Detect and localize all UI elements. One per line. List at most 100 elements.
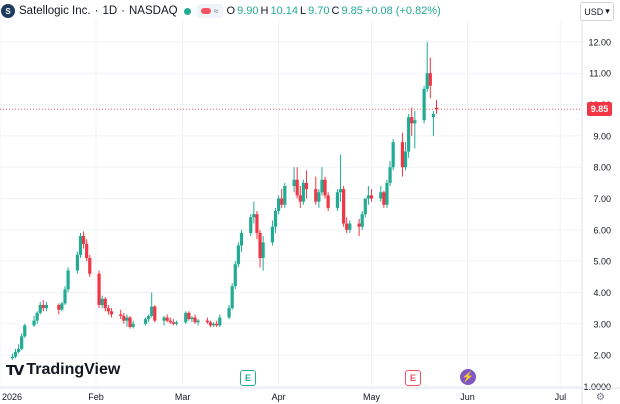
market-status-dot-icon <box>183 7 191 15</box>
candle-body <box>363 198 367 215</box>
x-tick-label: 2026 <box>2 392 22 402</box>
tradingview-mark-icon: 𝗧𝗩 <box>6 361 24 378</box>
candle-body <box>103 298 107 309</box>
candle-body <box>174 322 179 324</box>
candle-body <box>146 315 151 320</box>
candle-body <box>196 320 200 323</box>
candle-body <box>106 308 110 312</box>
candle-body <box>44 305 49 309</box>
x-tick-label: Feb <box>88 392 104 402</box>
y-tick-label: 11.00 <box>589 69 611 79</box>
y-tick-label: 1.0000 <box>583 382 611 392</box>
candle-body <box>16 348 21 352</box>
candle-body <box>270 226 275 243</box>
brand-name: TradingView <box>26 361 121 378</box>
gear-icon[interactable]: ⚙ <box>596 392 605 403</box>
candle-body <box>261 242 265 259</box>
candle-body <box>85 243 89 259</box>
candle-body <box>171 322 175 324</box>
candle-body <box>153 306 157 321</box>
candle-body <box>63 289 67 304</box>
candle-body <box>109 311 114 315</box>
candle-body <box>165 317 169 321</box>
candle-body <box>13 351 18 357</box>
y-tick-label: 8.00 <box>593 163 611 173</box>
candle-body <box>150 306 154 316</box>
indicator-pill-icon <box>200 8 211 14</box>
candle-body <box>283 185 287 205</box>
company-logo-icon: S <box>1 4 15 18</box>
candle-body <box>403 151 408 168</box>
y-tick-label: 9.00 <box>593 131 611 141</box>
x-tick-label: Apr <box>272 392 286 402</box>
x-tick-label: Mar <box>175 392 191 402</box>
y-tick-label: 3.00 <box>593 319 611 329</box>
candle-body <box>407 117 411 152</box>
y-tick-label: 7.00 <box>593 194 611 204</box>
candle-body <box>410 117 414 124</box>
candle-body <box>413 120 417 124</box>
candle-body <box>379 192 383 199</box>
candle-body <box>342 189 346 224</box>
candle-body <box>100 298 104 306</box>
candle-body <box>400 142 405 168</box>
dividend-icon[interactable]: ⚡ <box>460 369 476 385</box>
last-price-tag: 9.85 <box>587 102 612 117</box>
candle-body <box>277 198 281 212</box>
tradingview-logo[interactable]: 𝗧𝗩 TradingView <box>6 361 120 379</box>
candle-body <box>280 198 284 205</box>
candle-body <box>239 232 244 246</box>
candle-body <box>205 320 210 323</box>
change-value: +0.08 (+0.82%) <box>364 5 441 17</box>
y-tick-label: 4.00 <box>593 288 611 298</box>
high-key: H <box>260 5 269 17</box>
open-key: O <box>226 5 236 17</box>
candle-body <box>78 236 83 255</box>
symbol-name[interactable]: Satellogic Inc. <box>19 5 91 17</box>
candle-body <box>249 217 253 233</box>
candle-body <box>428 73 432 86</box>
candle-body <box>57 305 61 310</box>
x-tick-label: Jul <box>555 392 567 402</box>
candle-body <box>23 325 27 337</box>
chevron-down-icon: ▾ <box>605 6 610 16</box>
close-key: C <box>331 5 340 17</box>
candle-body <box>388 167 392 183</box>
indicator-toggle[interactable]: ≈ <box>196 4 223 18</box>
y-tick-label: 5.00 <box>593 257 611 267</box>
indicator-approx-icon: ≈ <box>213 6 219 16</box>
earnings-upcoming-icon[interactable]: E <box>405 370 421 386</box>
candle-body <box>252 214 256 218</box>
candle-body <box>81 236 86 244</box>
candle-body <box>10 356 14 359</box>
candle-body <box>88 258 92 274</box>
candle-body <box>357 223 361 227</box>
candle-body <box>360 214 364 227</box>
earnings-past-icon[interactable]: E <box>240 370 256 386</box>
exchange-label: NASDAQ <box>129 5 178 17</box>
open-value: 9.90 <box>237 5 259 17</box>
candle-body <box>434 107 439 110</box>
close-value: 9.85 <box>341 5 363 17</box>
candle-body <box>97 273 101 306</box>
candle-body <box>230 286 234 309</box>
currency-selector[interactable]: USD ▾ <box>580 2 614 21</box>
candle-body <box>215 323 219 326</box>
candle-body <box>233 264 237 287</box>
currency-label: USD <box>584 6 604 17</box>
candle-body <box>298 195 302 202</box>
y-tick-label: 6.00 <box>593 225 611 235</box>
candle-body <box>385 182 389 205</box>
candle-body <box>317 192 321 202</box>
candle-body <box>143 319 148 324</box>
candle-body <box>208 322 213 326</box>
header-separator: · <box>94 5 99 17</box>
candle-body <box>382 192 386 205</box>
candle-body <box>326 195 330 208</box>
candle-body <box>119 314 123 316</box>
interval-label[interactable]: 1D <box>102 5 118 17</box>
candle-body <box>345 223 349 230</box>
candle-body <box>184 312 188 323</box>
candle-body <box>255 214 259 233</box>
